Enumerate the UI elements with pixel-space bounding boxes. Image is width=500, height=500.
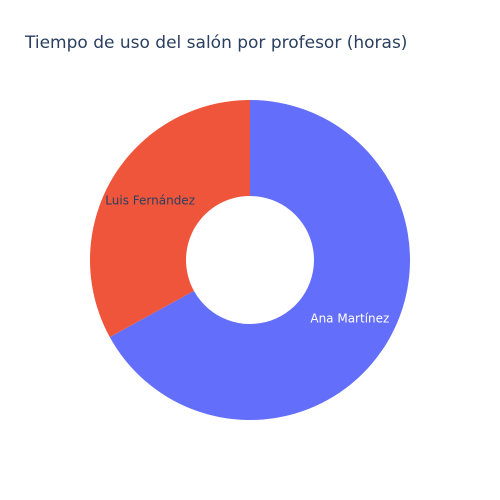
slice-label-1: Luis Fernández: [105, 193, 195, 207]
slice-1[interactable]: [89, 100, 250, 338]
slices-group: [89, 100, 411, 420]
labels-group: Ana Martínez Luis Fernández: [105, 193, 389, 325]
chart-title: Tiempo de uso del salón por profesor (ho…: [25, 33, 408, 53]
slice-label-0: Ana Martínez: [310, 312, 389, 326]
slice-0[interactable]: [109, 100, 411, 420]
